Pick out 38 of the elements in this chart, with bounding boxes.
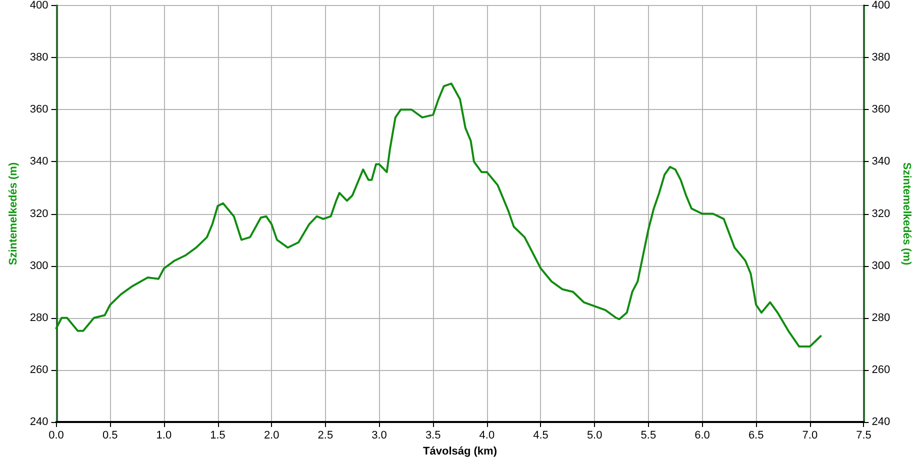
x-tick-label: 0.5 bbox=[102, 430, 118, 442]
y-tick-label: 300 bbox=[30, 260, 48, 272]
y2-axis-title: Szintemelkedés (m) bbox=[900, 162, 912, 266]
y-tick-label: 400 bbox=[30, 0, 48, 12]
y-tick-label: 260 bbox=[30, 364, 48, 376]
y-tick-label: 360 bbox=[30, 104, 48, 116]
x-tick-label: 7.5 bbox=[856, 430, 872, 442]
y2-tick-label: 320 bbox=[872, 208, 890, 220]
y2-tick-label: 260 bbox=[872, 364, 890, 376]
x-tick-label: 4.0 bbox=[479, 430, 495, 442]
y2-tick-label: 300 bbox=[872, 260, 890, 272]
y-tick-label: 380 bbox=[30, 52, 48, 64]
x-tick-label: 2.5 bbox=[318, 430, 334, 442]
y-tick-label: 240 bbox=[30, 416, 48, 428]
y-tick-label: 280 bbox=[30, 312, 48, 324]
x-axis-title: Távolság (km) bbox=[423, 445, 498, 458]
y2-tick-label: 340 bbox=[872, 156, 890, 168]
x-tick-label: 5.0 bbox=[586, 430, 602, 442]
x-tick-label: 1.5 bbox=[210, 430, 226, 442]
y2-tick-label: 240 bbox=[872, 416, 890, 428]
x-tick-label: 3.0 bbox=[372, 430, 387, 442]
x-tick-label: 1.0 bbox=[156, 430, 172, 442]
x-tick-label: 2.0 bbox=[264, 430, 280, 442]
y2-tick-label: 280 bbox=[872, 312, 890, 324]
x-tick-label: 5.5 bbox=[640, 430, 656, 442]
y-axis-title: Szintemelkedés (m) bbox=[8, 162, 20, 266]
line-series bbox=[55, 82, 822, 348]
y-tick-label: 340 bbox=[30, 156, 48, 168]
y2-tick-label: 380 bbox=[872, 52, 890, 64]
x-tick-label: 0.0 bbox=[48, 430, 64, 442]
x-tick-label: 7.0 bbox=[802, 430, 818, 442]
x-tick-label: 4.5 bbox=[533, 430, 548, 442]
y2-tick-label: 360 bbox=[872, 104, 890, 116]
x-tick-label: 6.5 bbox=[748, 430, 764, 442]
y-tick-label: 320 bbox=[30, 208, 48, 220]
x-tick-label: 6.0 bbox=[694, 430, 710, 442]
y2-tick-label: 400 bbox=[872, 0, 890, 12]
x-tick-label: 3.5 bbox=[425, 430, 441, 442]
